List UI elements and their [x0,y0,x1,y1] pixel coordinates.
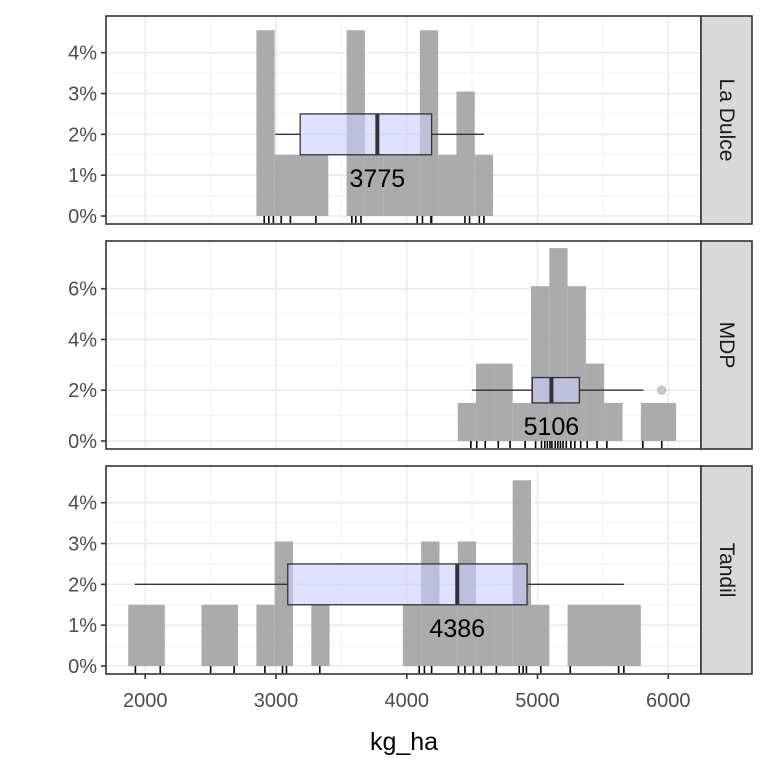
y-axis-tick-label: 1% [68,165,97,187]
y-axis-tick-label: 3% [68,534,97,556]
histogram-bar [256,604,275,666]
histogram-bar [274,154,329,216]
y-axis-tick-label: 0% [68,656,97,678]
y-axis-tick-label: 6% [68,279,97,301]
boxplot-box [531,376,581,404]
histogram-bar [567,604,641,666]
median-label: 4386 [429,615,485,643]
panel-mdp: 5106 0% 2% 4% 6% MDP [68,240,753,453]
histogram-bar [402,604,422,666]
y-axis-tick-label: 4% [68,493,97,515]
histogram-bar [476,363,495,441]
y-axis-tick-label: 4% [68,43,97,65]
facet-strip-label: La Dulce [715,79,738,162]
x-axis-tick-label: 6000 [646,690,691,712]
y-axis-tick-label: 3% [68,84,97,106]
facet-strip-label: MDP [715,322,738,369]
histogram-bar [128,604,165,666]
histogram-bar [383,154,420,216]
boxplot-box [299,113,433,156]
histogram-bar [457,402,477,441]
y-axis-tick-label: 2% [68,574,97,596]
y-axis-tick-label: 0% [68,206,97,228]
boxplot-box [287,563,528,606]
histogram-bar [474,154,494,216]
y-axis-tick-label: 2% [68,124,97,146]
y-axis-tick-label: 2% [68,380,97,402]
histogram-bar [456,91,475,216]
x-axis-tick-label: 4000 [385,690,430,712]
histogram-bar [512,402,531,441]
boxplot-outlier [657,385,667,395]
y-axis-tick-label: 1% [68,615,97,637]
x-axis-tick-label: 2000 [123,690,168,712]
facet-strip [700,240,753,450]
y-axis-tick-label: 0% [68,431,97,453]
histogram-bar [494,604,513,666]
panel-la-dulce: 3775 0% 1% 2% 3% 4% La Dulce [68,15,753,228]
histogram-bar [531,604,550,666]
facet-strip-label: Tandil [715,543,738,598]
histogram-bar [640,402,677,441]
panel-tandil: 4386 0% 1% 2% 3% 4% Tandil [68,465,753,678]
x-axis-title: kg_ha [370,728,438,756]
histogram-bar [494,363,513,441]
x-axis: 2000 3000 4000 5000 6000 [123,674,691,712]
histogram-bar [201,604,239,666]
x-axis-tick-label: 3000 [254,690,299,712]
facet-strip [700,15,753,225]
histogram-bar [604,402,623,441]
y-axis-tick-label: 4% [68,329,97,351]
panels-layer: 3775 0% 1% 2% 3% 4% La Dulce 5106 0% 2% 4% 6% MDP 438… [68,15,753,678]
histogram-bar [256,30,275,217]
histogram-bar [438,154,457,216]
median-label: 3775 [350,165,406,193]
median-label: 5106 [524,413,580,441]
histogram-bar [476,604,495,666]
histogram-bar [364,154,384,216]
x-axis-tick-label: 5000 [515,690,560,712]
histogram-bar [585,363,605,441]
histogram-bar [311,604,330,666]
facet-strip [700,465,753,675]
histogram-bar [439,604,458,666]
